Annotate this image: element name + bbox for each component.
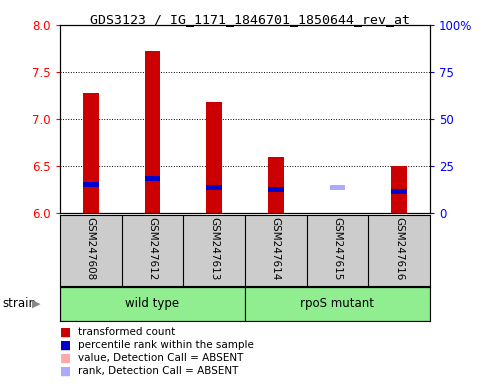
Bar bbox=[145, 51, 160, 213]
Bar bbox=[206, 185, 222, 190]
Bar bbox=[392, 189, 407, 194]
Text: ■: ■ bbox=[60, 326, 71, 339]
Text: strain: strain bbox=[2, 297, 36, 310]
Text: ■: ■ bbox=[60, 339, 71, 352]
Bar bbox=[392, 166, 407, 213]
Text: ■: ■ bbox=[60, 365, 71, 378]
Text: GSM247615: GSM247615 bbox=[332, 217, 342, 281]
Bar bbox=[206, 102, 222, 213]
Bar bbox=[83, 93, 98, 213]
Text: GSM247612: GSM247612 bbox=[148, 217, 158, 281]
Bar bbox=[268, 157, 283, 213]
Text: GDS3123 / IG_1171_1846701_1850644_rev_at: GDS3123 / IG_1171_1846701_1850644_rev_at bbox=[90, 13, 410, 26]
Bar bbox=[60, 287, 245, 321]
Text: GSM247616: GSM247616 bbox=[394, 217, 404, 281]
Text: rpoS mutant: rpoS mutant bbox=[300, 297, 374, 310]
Bar bbox=[268, 187, 283, 192]
Bar bbox=[245, 287, 430, 321]
Text: wild type: wild type bbox=[126, 297, 180, 310]
Text: transformed count: transformed count bbox=[78, 327, 175, 337]
Text: rank, Detection Call = ABSENT: rank, Detection Call = ABSENT bbox=[78, 366, 238, 376]
Text: ▶: ▶ bbox=[32, 299, 40, 309]
Bar bbox=[330, 185, 345, 190]
Text: GSM247613: GSM247613 bbox=[209, 217, 219, 281]
Text: ■: ■ bbox=[60, 352, 71, 365]
Text: GSM247608: GSM247608 bbox=[86, 217, 96, 280]
Bar bbox=[145, 176, 160, 181]
Text: value, Detection Call = ABSENT: value, Detection Call = ABSENT bbox=[78, 353, 243, 363]
Text: percentile rank within the sample: percentile rank within the sample bbox=[78, 340, 254, 350]
Text: GSM247614: GSM247614 bbox=[271, 217, 281, 281]
Bar bbox=[83, 182, 98, 187]
